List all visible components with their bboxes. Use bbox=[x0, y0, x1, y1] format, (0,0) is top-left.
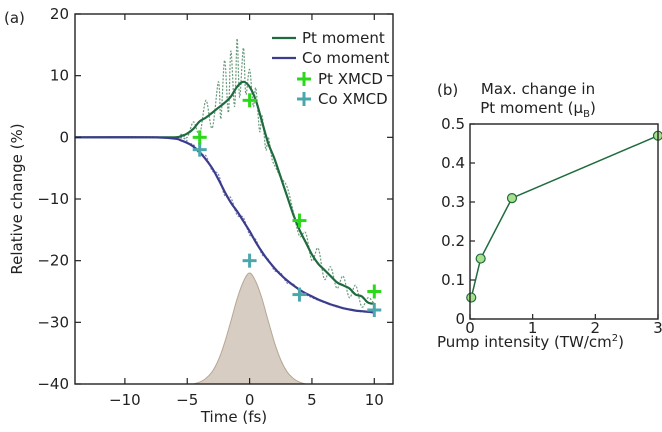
x-tick-label: 0 bbox=[245, 391, 255, 409]
co-moment-raw-line bbox=[75, 137, 374, 313]
pump-intensity-point bbox=[507, 194, 516, 203]
y-tick-label: −30 bbox=[37, 313, 69, 331]
pt-xmcd-point bbox=[193, 130, 207, 144]
y-tick-label: −10 bbox=[37, 190, 69, 208]
panel-a: (a) −10 −5 0 5 10 20 10 0 −10 −20 −30 −40 Time (fs)… bbox=[4, 5, 393, 426]
legend-co-xmcd-marker bbox=[297, 92, 311, 106]
y-tick-label: 10 bbox=[50, 67, 69, 85]
co-xmcd-point bbox=[367, 303, 381, 317]
co-xmcd-point bbox=[243, 254, 257, 268]
co-xmcd-point bbox=[292, 288, 306, 302]
legend-pt-xmcd-label: Pt XMCD bbox=[318, 70, 383, 88]
x-tick-label: 10 bbox=[365, 391, 384, 409]
legend-co-xmcd-label: Co XMCD bbox=[318, 90, 388, 108]
b-x-tick-label: 3 bbox=[653, 319, 662, 337]
pump-pulse-area bbox=[194, 273, 306, 384]
x-tick-label: −10 bbox=[109, 391, 141, 409]
pump-intensity-line bbox=[471, 136, 658, 298]
pump-intensity-point bbox=[476, 254, 485, 263]
pump-intensity-point bbox=[467, 293, 476, 302]
b-y-tick-label: 0.2 bbox=[441, 232, 465, 250]
panel-a-y-axis-label: Relative change (%) bbox=[8, 123, 26, 274]
legend-pt-xmcd-marker bbox=[297, 72, 311, 86]
y-tick-label: 0 bbox=[59, 128, 69, 146]
legend-pt-xmcd-plus bbox=[297, 72, 311, 86]
x-tick-label: −5 bbox=[176, 391, 198, 409]
panel-b-title-line2: Pt moment (μB) bbox=[480, 99, 596, 120]
panel-a-label: (a) bbox=[4, 9, 25, 27]
pt-xmcd-point bbox=[367, 285, 381, 299]
co-moment-line bbox=[75, 137, 374, 312]
legend-co-xmcd-plus bbox=[297, 92, 311, 106]
panel-b-x-axis-label: Pump intensity (TW/cm2) bbox=[437, 333, 624, 351]
panel-b-title-line1: Max. change in bbox=[481, 80, 595, 98]
x-tick-label: 5 bbox=[307, 391, 317, 409]
legend-pt-moment-label: Pt moment bbox=[302, 29, 385, 47]
legend-co-moment-label: Co moment bbox=[302, 49, 390, 67]
panel-b-label: (b) bbox=[437, 81, 458, 99]
y-tick-label: 20 bbox=[50, 5, 69, 23]
panel-b-frame bbox=[470, 124, 658, 319]
b-y-tick-label: 0.1 bbox=[441, 271, 465, 289]
panel-a-x-axis-label: Time (fs) bbox=[200, 408, 267, 426]
b-y-tick-label: 0.5 bbox=[441, 115, 465, 133]
y-tick-label: −40 bbox=[37, 375, 69, 393]
y-tick-label: −20 bbox=[37, 252, 69, 270]
co-xmcd-point bbox=[193, 143, 207, 157]
panel-a-legend: Pt moment Co moment Pt XMCD Co XMCD bbox=[272, 29, 390, 108]
b-y-tick-label: 0.4 bbox=[441, 154, 465, 172]
b-y-tick-label: 0.3 bbox=[441, 193, 465, 211]
b-y-tick-label: 0 bbox=[455, 310, 465, 328]
